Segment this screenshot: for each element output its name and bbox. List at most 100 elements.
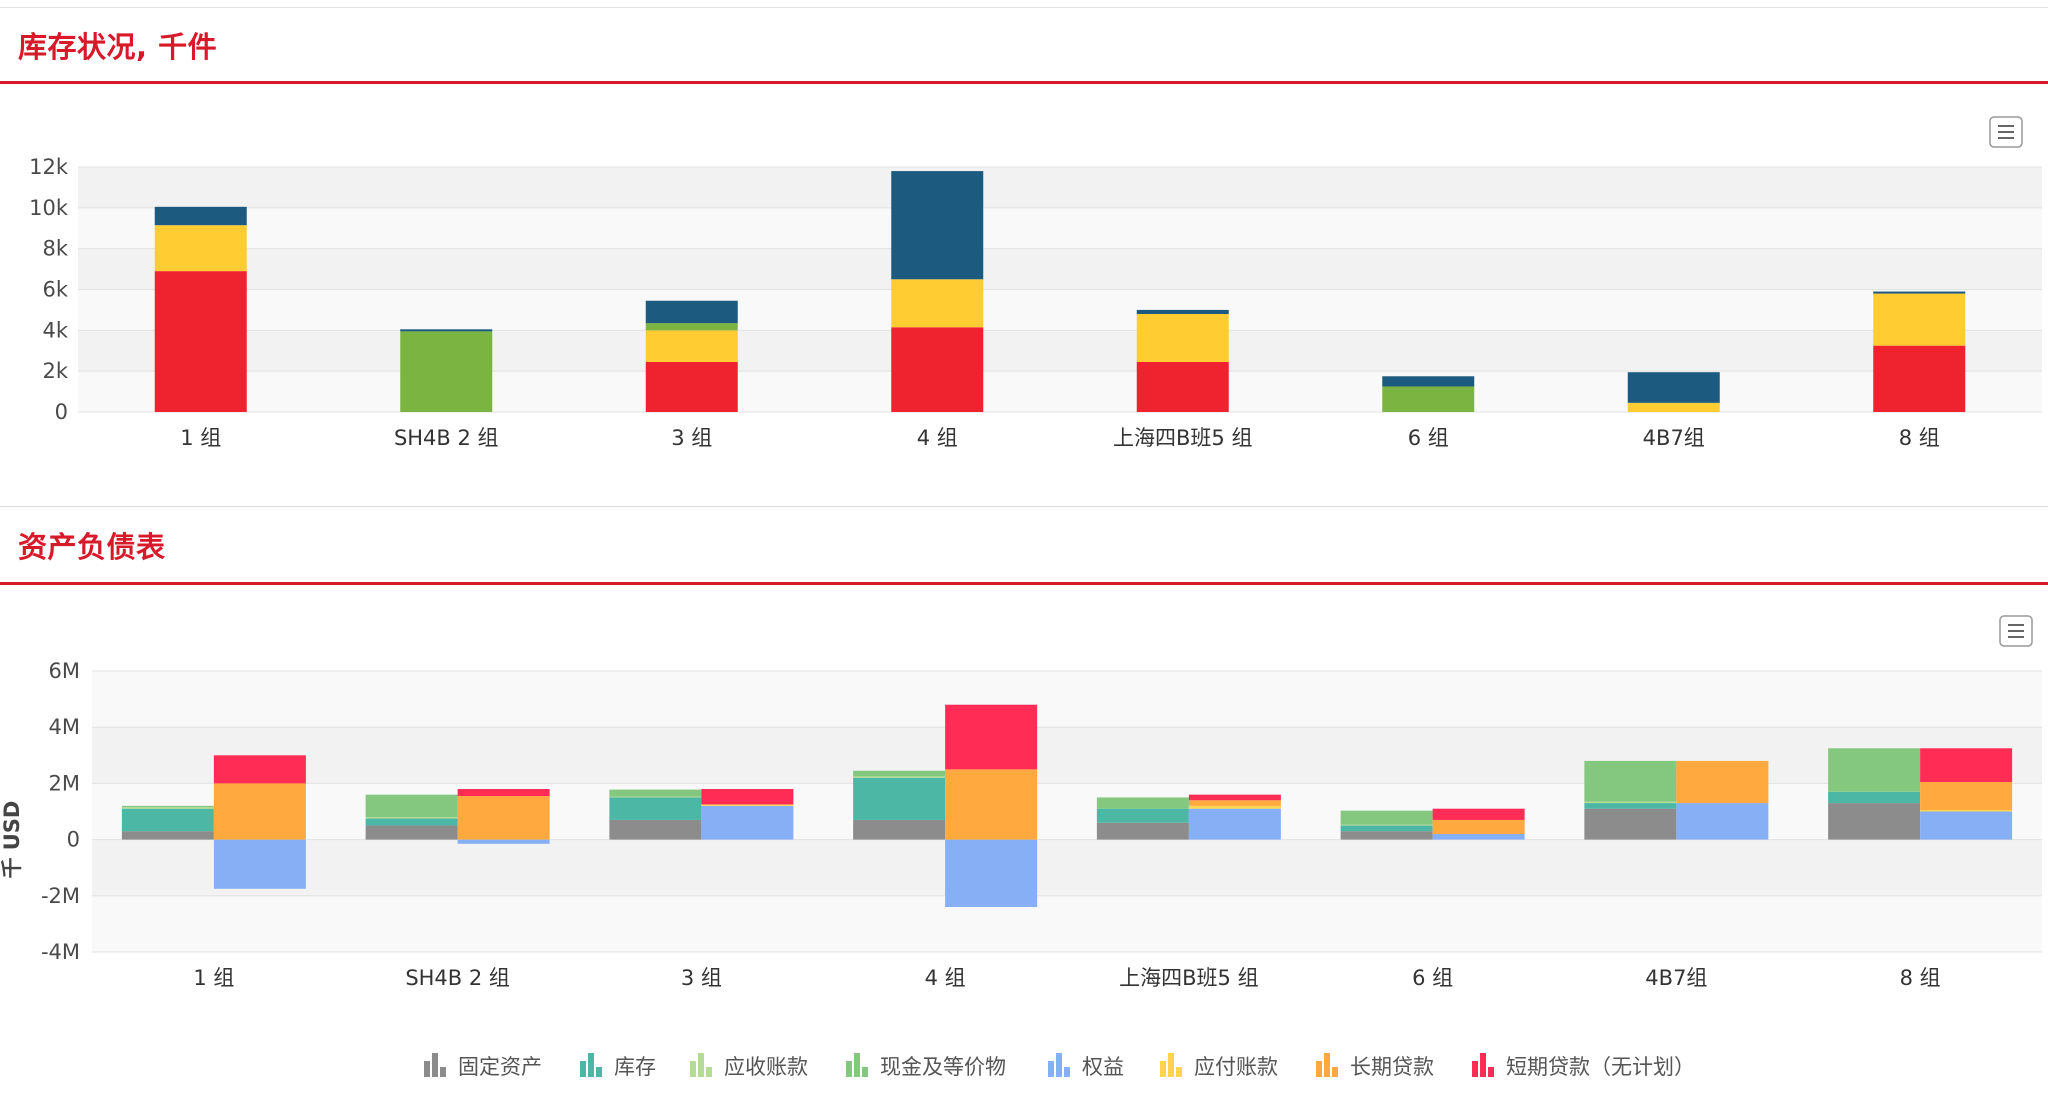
plot-band: [78, 207, 2042, 249]
plot-band: [78, 330, 2042, 372]
bar-segment: [365, 825, 458, 840]
bar-segment: [213, 839, 306, 889]
legend-item[interactable]: 固定资产: [424, 1046, 542, 1086]
bar-segment: [1873, 293, 1966, 346]
bar-segment: [891, 327, 984, 412]
bar-segment: [645, 323, 738, 331]
bar-segment: [945, 839, 1038, 908]
bar-chart-icon: [1316, 1053, 1340, 1079]
bar-segment: [1340, 825, 1433, 832]
bar-segment: [1340, 831, 1433, 840]
x-category-label: 4 组: [917, 426, 958, 450]
bar-segment: [1627, 402, 1720, 412]
x-category-label: 8 组: [1900, 966, 1941, 990]
balance-legend: 固定资产 库存 应收账款 现金及等价物 权益 应付账款 长期贷款 短期贷款（无计划）: [0, 1046, 2048, 1086]
bar-segment: [1584, 760, 1677, 802]
x-category-label: 1 组: [193, 966, 234, 990]
bar-segment: [609, 796, 702, 798]
bar-segment: [1676, 760, 1769, 804]
x-category-label: SH4B 2 组: [405, 966, 510, 990]
bar-chart-icon: [1048, 1053, 1072, 1079]
y-tick-label: 4k: [42, 318, 68, 342]
legend-label: 现金及等价物: [880, 1055, 1006, 1079]
bar-segment: [1340, 824, 1433, 826]
bar-segment: [645, 361, 738, 412]
balance-chart-menu-button[interactable]: [1999, 615, 2033, 647]
x-category-label: 4 组: [925, 966, 966, 990]
bar-segment: [365, 818, 458, 826]
bar-segment: [609, 819, 702, 840]
inventory-chart-menu-button[interactable]: [1989, 116, 2023, 148]
bar-chart-icon: [1472, 1053, 1496, 1079]
bar-segment: [1584, 803, 1677, 809]
x-category-label: 上海四B班5 组: [1119, 966, 1258, 990]
bar-chart-icon: [424, 1053, 448, 1079]
legend-item[interactable]: 权益: [1048, 1046, 1124, 1086]
legend-item[interactable]: 长期贷款: [1316, 1046, 1434, 1086]
x-category-label: 6 组: [1408, 426, 1449, 450]
x-category-label: 4B7组: [1643, 426, 1705, 450]
bar-segment: [1584, 808, 1677, 840]
bar-segment: [1584, 801, 1677, 804]
bar-segment: [645, 300, 738, 324]
bar-segment: [365, 794, 458, 818]
hamburger-menu-icon: [2008, 624, 2024, 638]
bar-segment: [853, 776, 946, 778]
x-category-label: 上海四B班5 组: [1113, 426, 1252, 450]
y-tick-label: 0: [67, 828, 80, 852]
y-tick-label: 6k: [42, 278, 68, 302]
bar-chart-icon: [846, 1053, 870, 1079]
bar-segment: [154, 206, 247, 226]
y-axis-title: 千 USD: [0, 801, 24, 879]
bar-segment: [1382, 376, 1475, 387]
y-tick-label: 12k: [29, 155, 69, 179]
bar-segment: [645, 330, 738, 362]
plot-band: [92, 671, 2042, 728]
inventory-chart: 0 2k 4k 6k 8k 10k 12k 1 组 SH4B 2 组 3 组 4 组 上海四B班5 组…: [29, 116, 2042, 450]
bar-segment: [1627, 372, 1720, 403]
x-category-label: 3 组: [671, 426, 712, 450]
bar-segment: [457, 839, 550, 844]
bar-segment: [154, 225, 247, 272]
x-category-label: SH4B 2 组: [394, 426, 499, 450]
inventory-title-rule: [0, 81, 2048, 84]
bar-segment: [945, 704, 1038, 770]
legend-item[interactable]: 应付账款: [1160, 1046, 1278, 1086]
bar-segment: [1382, 386, 1475, 412]
plot-band: [78, 167, 2042, 208]
bar-segment: [1188, 800, 1281, 806]
bar-segment: [1136, 314, 1229, 362]
legend-item[interactable]: 短期贷款（无计划）: [1472, 1046, 1695, 1086]
inventory-section-title: 库存状况, 千件: [18, 30, 218, 64]
bar-segment: [365, 817, 458, 819]
bar-segment: [609, 789, 702, 797]
bar-segment: [121, 808, 214, 832]
balance-title-rule: [0, 582, 2048, 585]
legend-item[interactable]: 应收账款: [690, 1046, 808, 1086]
y-tick-label: 10k: [29, 196, 69, 220]
bar-segment: [213, 755, 306, 784]
y-tick-label: 2M: [49, 771, 80, 795]
bar-segment: [1136, 309, 1229, 314]
bar-segment: [213, 783, 306, 840]
bar-segment: [701, 804, 794, 806]
x-category-label: 3 组: [681, 966, 722, 990]
plot-band: [78, 289, 2042, 331]
x-category-label: 4B7组: [1645, 966, 1707, 990]
bar-segment: [154, 271, 247, 412]
bar-segment: [1920, 781, 2013, 811]
bar-segment: [1828, 748, 1921, 792]
legend-label: 固定资产: [458, 1055, 542, 1079]
y-tick-label: -2M: [41, 884, 80, 908]
bar-segment: [1340, 810, 1433, 825]
legend-item[interactable]: 库存: [580, 1046, 656, 1086]
y-tick-label: 8k: [42, 237, 68, 261]
legend-item[interactable]: 现金及等价物: [846, 1046, 1006, 1086]
legend-label: 库存: [614, 1055, 656, 1079]
bar-segment: [891, 279, 984, 328]
bar-segment: [457, 789, 550, 797]
bar-segment: [1920, 811, 2013, 840]
y-tick-label: 6M: [49, 659, 80, 683]
bar-segment: [1676, 803, 1769, 840]
bar-segment: [1188, 794, 1281, 801]
